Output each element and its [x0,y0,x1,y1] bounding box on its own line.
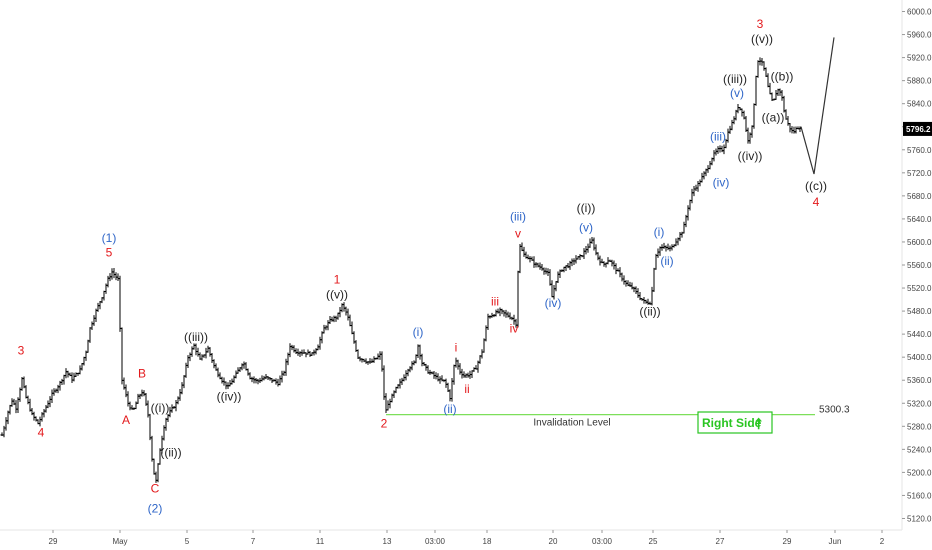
price-tick-label: 5760.0 [907,146,932,155]
wave-label: iii [491,294,499,308]
wave-label: (2) [148,502,163,516]
wave-label: ((b)) [771,70,794,84]
projection-line [800,37,835,175]
wave-label: (1) [102,231,117,245]
price-tick-label: 5600.0 [907,238,932,247]
price-tick-label: 6000.0 [907,8,932,17]
wave-label: ((ii)) [639,305,660,319]
price-tick-label: 5840.0 [907,100,932,109]
wave-label: ((iii)) [723,72,747,86]
wave-label: ii [464,382,469,396]
time-tick-label: 18 [483,537,492,546]
wave-label: ((iv)) [217,389,242,403]
time-tick-label: 5 [185,537,190,546]
wave-label: ((v)) [326,287,348,301]
wave-label: ((v)) [751,32,773,46]
wave-label: ((iv)) [738,149,763,163]
wave-label: (i) [654,225,665,239]
price-tick-label: 5400.0 [907,353,932,362]
time-tick-label: 7 [251,537,256,546]
price-tick-label: 5200.0 [907,468,932,477]
price-tick-label: 5160.0 [907,491,932,500]
wave-label: ((iii)) [184,330,208,344]
price-tick-label: 5880.0 [907,77,932,86]
price-tick-label: 5520.0 [907,284,932,293]
price-bars [0,57,802,483]
wave-label: B [138,366,146,380]
badge-text: Right Side [702,416,762,430]
wave-label: (v) [579,221,593,235]
time-tick-label: 29 [49,537,58,546]
wave-label: 5 [106,245,113,259]
wave-label: (v) [730,86,744,100]
wave-label: (ii) [443,402,456,416]
wave-label: (i) [413,325,424,339]
wave-label: (iv) [545,296,562,310]
time-tick-label: 03:00 [425,537,446,546]
price-tick-label: 5480.0 [907,307,932,316]
time-tick-label: 27 [716,537,725,546]
last-price-label: 5796.2 [906,125,931,134]
price-tick-label: 5360.0 [907,376,932,385]
wave-label: (iii) [510,210,526,224]
time-axis: 29 May 5 7 11 13 03:00 18 20 03:00 25 27 29 Jun 2 [0,529,902,546]
price-tick-label: 5720.0 [907,169,932,178]
price-tick-label: 5920.0 [907,54,932,63]
wave-label: 1 [334,272,341,286]
wave-label: ((ii)) [160,445,181,459]
invalidation-value: 5300.3 [819,405,850,416]
wave-label: ((i)) [577,201,596,215]
time-tick-label: 20 [549,537,558,546]
time-tick-label: 29 [783,537,792,546]
invalidation-text: Invalidation Level [533,418,610,429]
right-side-badge: Right Side⭡ [697,411,773,434]
price-tick-label: 5440.0 [907,330,932,339]
wave-label: ((i)) [151,401,170,415]
time-tick-label: Jun [829,537,842,546]
price-tick-label: 5640.0 [907,215,932,224]
wave-label: 3 [757,17,764,31]
wave-label: C [151,482,160,496]
badge-frame [697,411,773,434]
wave-label: 2 [381,416,388,430]
time-tick-label: 2 [880,537,885,546]
price-tick-label: 5120.0 [907,514,932,523]
wave-label: 4 [38,426,45,440]
wave-label: ((a)) [762,111,785,125]
last-price-tag [903,121,932,136]
price-tick-label: 5280.0 [907,422,932,431]
wave-label: i [455,340,458,354]
price-tick-label: 5240.0 [907,445,932,454]
projection-layer [800,37,835,175]
price-axis: 6000.05960.05920.05880.05840.05800.05760… [901,0,932,530]
wave-label: 4 [813,195,820,209]
time-tick-label: 03:00 [592,537,613,546]
up-arrow-icon: ⭡ [754,416,762,433]
wave-label: (ii) [660,254,673,268]
wave-labels: 34(1)5BA((i))((ii))C(2)((iii))((iv))1((v… [18,17,827,515]
wave-label: iv [510,321,519,335]
time-tick-label: May [112,537,127,546]
wave-label: v [515,226,521,240]
wave-label: (iv) [713,176,730,190]
wave-label: ((c)) [805,179,827,193]
price-tick-label: 5960.0 [907,31,932,40]
time-tick-label: 25 [649,537,658,546]
wave-label: (iii) [710,130,726,144]
price-tick-label: 5680.0 [907,192,932,201]
time-tick-label: 11 [316,537,325,546]
wave-label: A [122,413,130,427]
wave-label: 3 [18,343,25,357]
time-tick-label: 13 [383,537,392,546]
price-tick-label: 5560.0 [907,261,932,270]
price-tick-label: 5320.0 [907,399,932,408]
